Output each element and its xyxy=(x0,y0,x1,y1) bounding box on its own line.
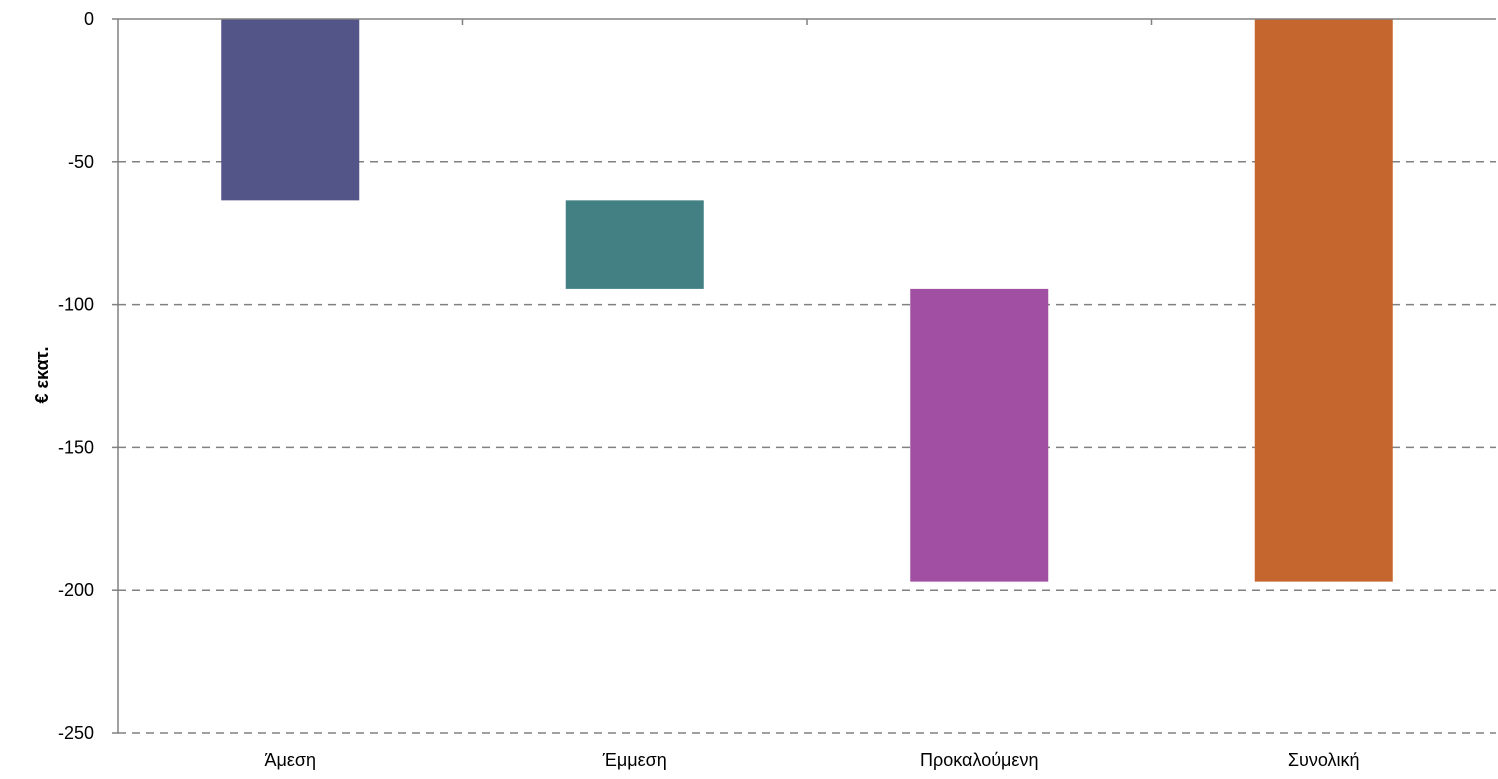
bars xyxy=(221,19,1393,582)
bar-3 xyxy=(1254,19,1393,582)
y-tick-label: -100 xyxy=(58,295,94,315)
y-tick-label: -50 xyxy=(68,152,94,172)
bar-0 xyxy=(221,19,360,201)
x-tick-label: Άμεση xyxy=(264,750,316,770)
bar-2 xyxy=(910,288,1049,582)
y-tick-label: -150 xyxy=(58,437,94,457)
bar-1 xyxy=(565,200,704,289)
y-tick-label: 0 xyxy=(84,9,94,29)
x-tick-label: Συνολική xyxy=(1288,750,1360,770)
y-axis-title: € εκατ. xyxy=(32,346,52,403)
y-tick-label: -200 xyxy=(58,580,94,600)
x-tick-labels: Άμεση Έμμεση Προκαλούμενη Συνολική xyxy=(264,750,1359,770)
x-tick-label: Έμμεση xyxy=(602,750,667,770)
axes xyxy=(112,18,1496,734)
x-tick-label: Προκαλούμενη xyxy=(920,750,1038,770)
y-tick-labels: 0 -50 -100 -150 -200 -250 xyxy=(58,9,94,743)
y-tick-label: -250 xyxy=(58,723,94,743)
